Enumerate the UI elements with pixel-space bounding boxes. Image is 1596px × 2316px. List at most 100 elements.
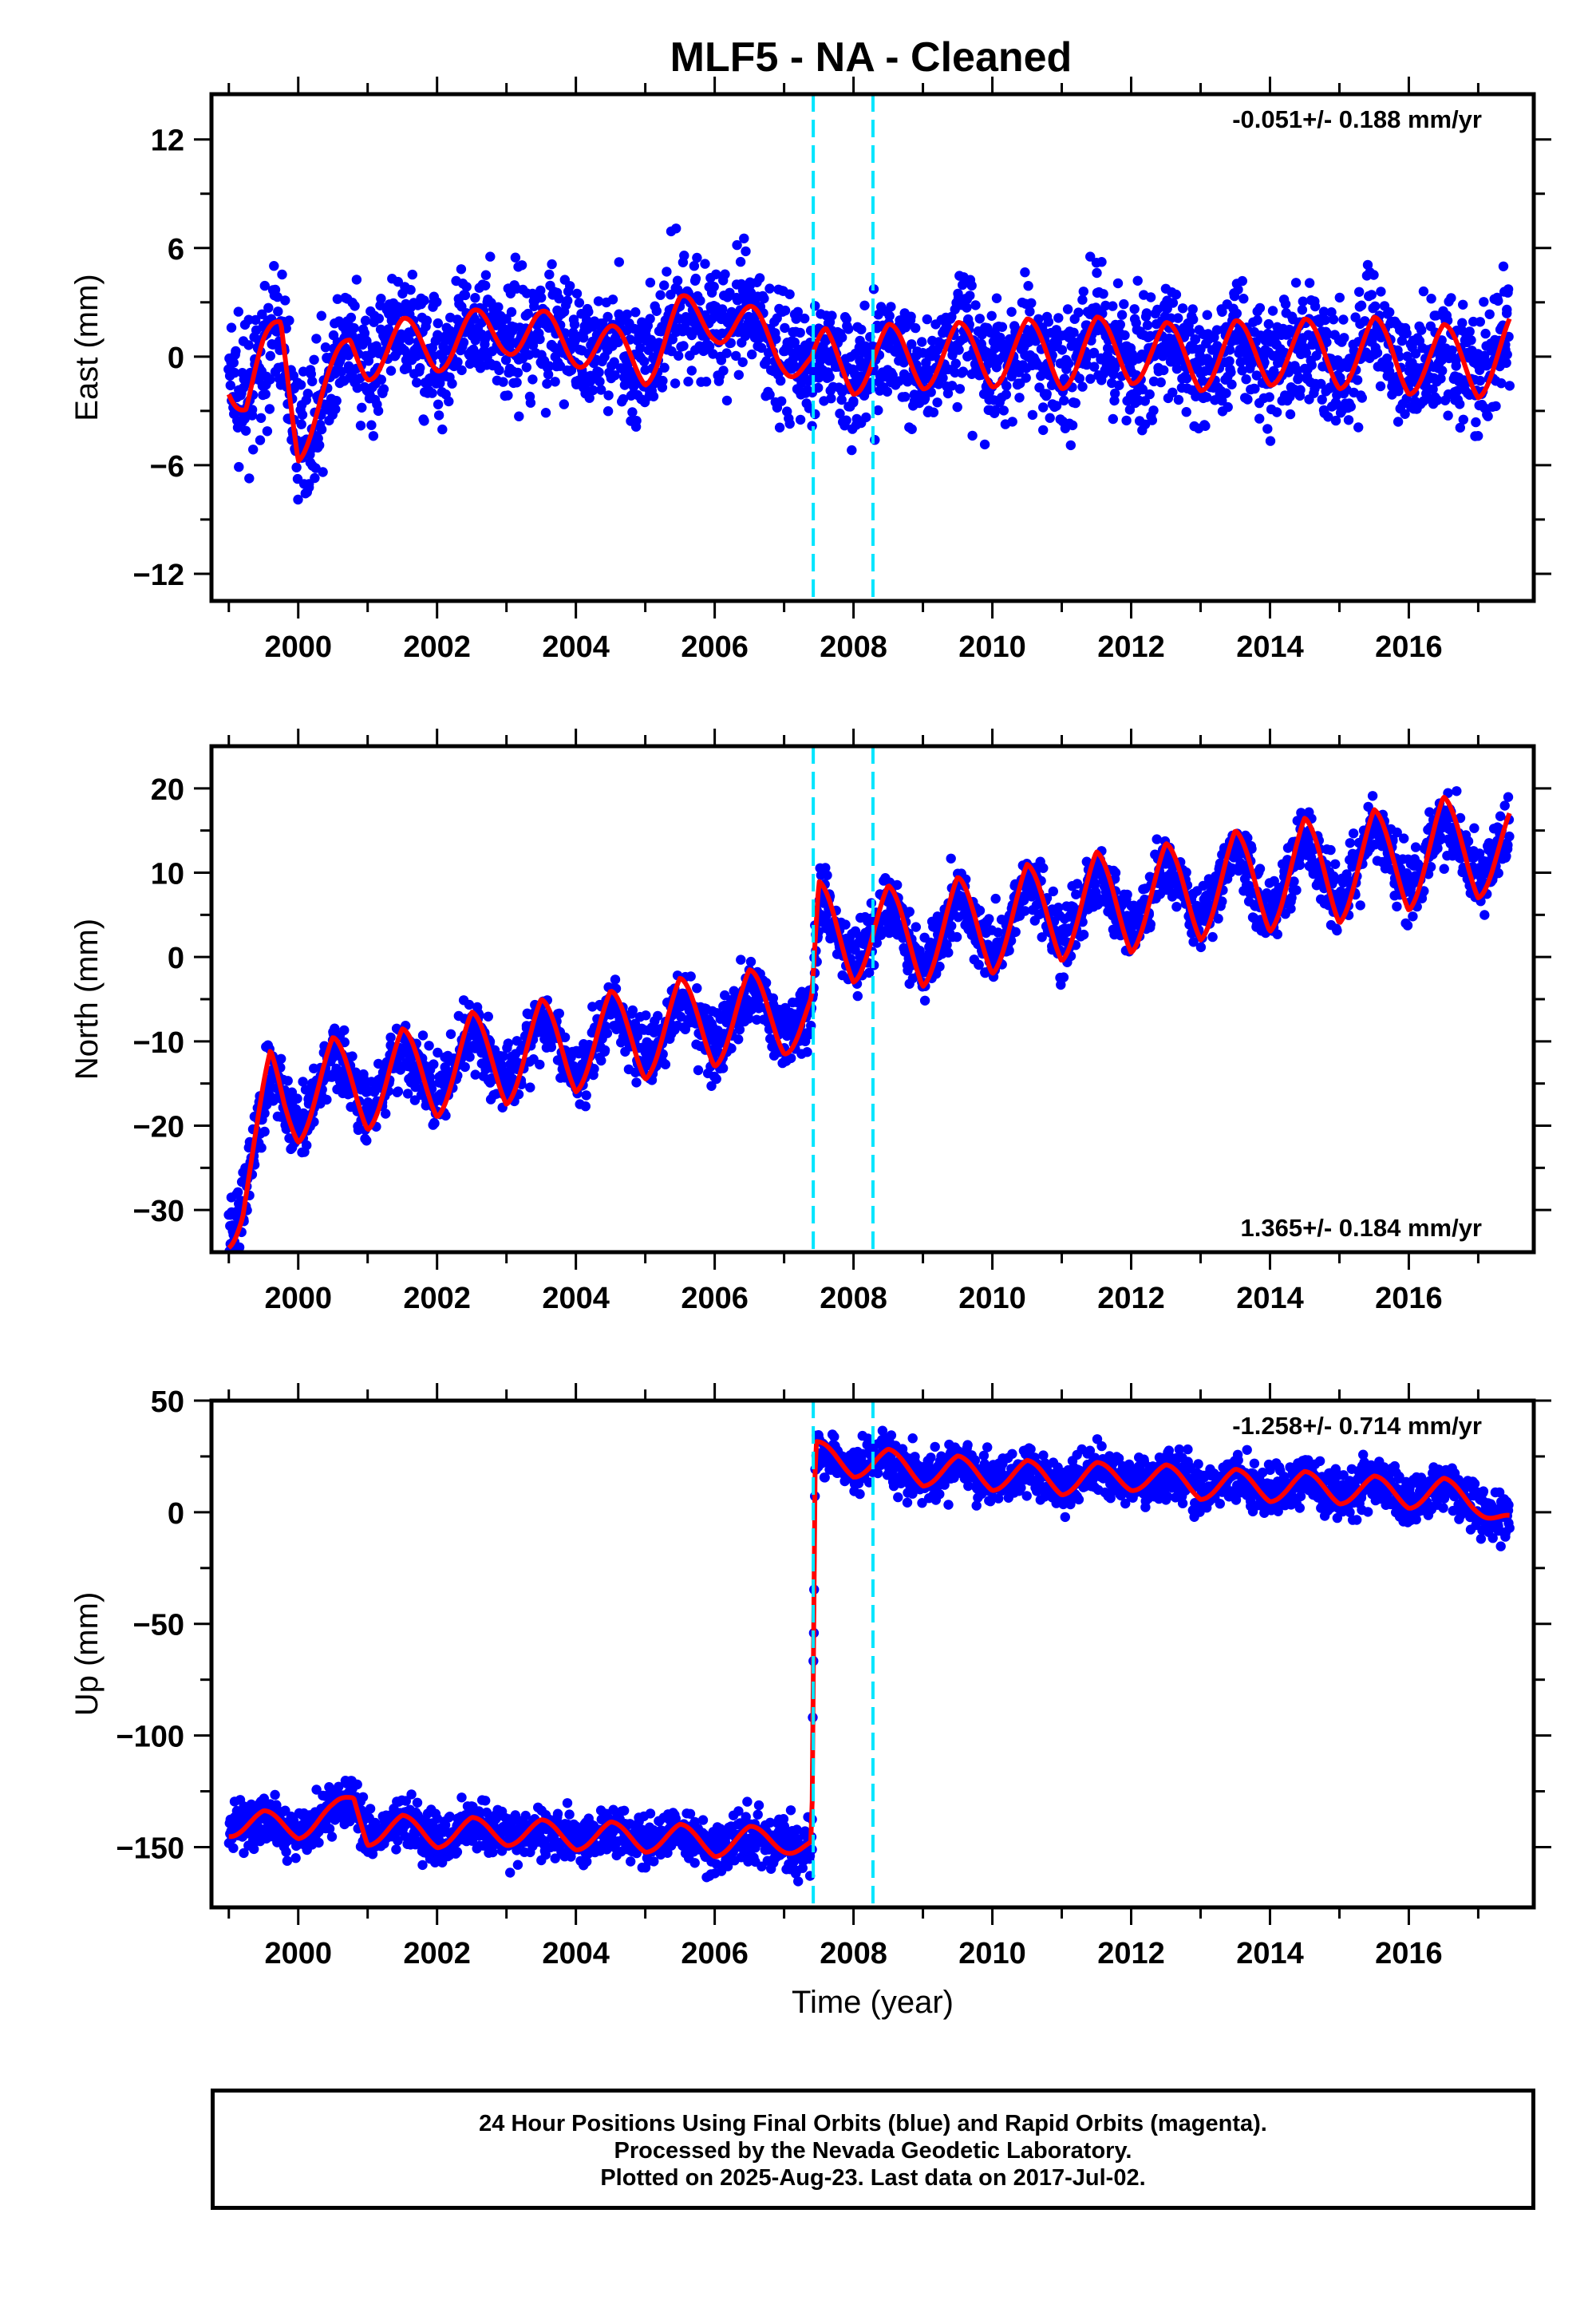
position-point	[884, 310, 895, 322]
position-point	[1446, 293, 1456, 303]
position-point	[255, 413, 267, 423]
position-point	[256, 1143, 267, 1153]
position-point	[1181, 867, 1191, 878]
y-tick-label: 0	[168, 342, 184, 375]
position-point	[1496, 378, 1507, 389]
position-point	[993, 927, 1003, 938]
position-point	[247, 405, 258, 415]
position-point	[1504, 381, 1515, 391]
position-point	[1092, 267, 1102, 279]
position-point	[1362, 259, 1373, 271]
position-point	[429, 1059, 439, 1069]
position-point	[1272, 929, 1283, 939]
position-point	[774, 422, 785, 433]
position-point	[330, 1023, 340, 1034]
position-point	[1297, 305, 1308, 315]
position-point	[1020, 267, 1030, 278]
position-point	[393, 1086, 404, 1097]
position-points	[223, 223, 1515, 505]
position-point	[997, 322, 1008, 332]
position-point	[607, 294, 618, 305]
position-point	[1190, 334, 1201, 345]
position-point	[946, 311, 957, 322]
position-point	[965, 290, 975, 301]
position-point	[335, 354, 346, 364]
position-point	[543, 370, 554, 380]
position-point	[231, 346, 241, 357]
position-point	[962, 302, 972, 313]
position-point	[373, 405, 384, 417]
position-point	[385, 366, 397, 376]
x-tick-label: 2008	[820, 630, 887, 664]
position-point	[1393, 417, 1404, 427]
position-point	[1426, 294, 1436, 304]
position-point	[1357, 393, 1368, 403]
position-point	[662, 267, 672, 277]
position-point	[764, 283, 775, 294]
position-point	[804, 1030, 814, 1040]
position-point	[284, 315, 294, 326]
position-point	[407, 269, 417, 280]
position-point	[516, 260, 527, 271]
position-point	[1290, 278, 1302, 288]
position-point	[298, 1077, 308, 1087]
position-point	[735, 256, 746, 267]
position-point	[689, 261, 700, 271]
position-point	[1144, 389, 1155, 400]
position-point	[1458, 299, 1468, 310]
position-point	[1320, 314, 1330, 326]
position-point	[234, 1242, 245, 1252]
position-point	[1452, 385, 1463, 397]
position-point	[812, 382, 824, 393]
position-point	[464, 1052, 475, 1062]
position-point	[974, 959, 984, 970]
position-point	[1159, 365, 1169, 376]
position-point	[265, 374, 275, 385]
position-point	[1238, 294, 1249, 304]
position-point	[1108, 413, 1119, 425]
position-point	[718, 366, 729, 376]
position-point	[510, 252, 521, 263]
position-point	[506, 306, 517, 318]
position-point	[747, 349, 757, 360]
position-point	[1098, 289, 1108, 299]
position-point	[836, 394, 847, 405]
position-point	[470, 293, 480, 303]
position-point	[1372, 347, 1383, 358]
position-point	[1132, 275, 1143, 286]
position-point	[658, 375, 668, 386]
position-point	[1081, 359, 1092, 370]
position-point	[1353, 422, 1364, 433]
position-point	[622, 309, 632, 320]
position-point	[1321, 337, 1332, 348]
position-point	[618, 393, 629, 405]
position-point	[645, 277, 656, 288]
position-point	[711, 1073, 721, 1085]
position-point	[1294, 860, 1306, 871]
position-point	[311, 334, 322, 344]
position-point	[810, 301, 820, 311]
position-point	[1213, 913, 1223, 924]
position-point	[1401, 328, 1412, 338]
position-point	[1100, 300, 1111, 311]
position-point	[498, 1051, 509, 1061]
position-point	[796, 986, 807, 997]
position-point	[1001, 389, 1012, 400]
position-point	[754, 273, 765, 283]
position-point	[789, 337, 800, 348]
x-tick-label: 2012	[1097, 630, 1165, 664]
position-point	[820, 863, 831, 873]
position-point	[1058, 972, 1069, 982]
position-point	[226, 322, 237, 333]
position-point	[784, 289, 795, 299]
position-point	[928, 407, 939, 417]
position-point	[951, 931, 962, 943]
position-point	[460, 1061, 470, 1073]
position-point	[804, 403, 815, 413]
position-point	[458, 337, 469, 348]
position-point	[559, 399, 569, 409]
position-point	[932, 397, 942, 408]
position-point	[771, 334, 781, 344]
position-point	[512, 367, 523, 378]
position-point	[480, 270, 492, 280]
